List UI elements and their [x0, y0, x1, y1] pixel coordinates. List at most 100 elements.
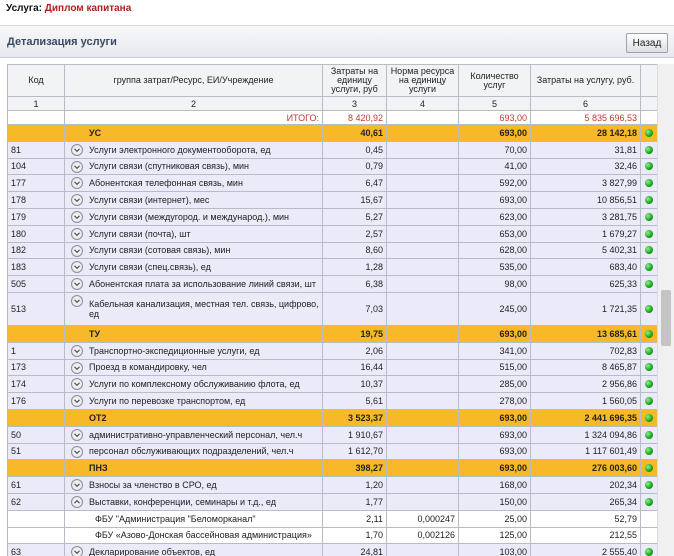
row-code [7, 408, 65, 427]
table-row[interactable]: 50 административно-управленческий персона… [7, 425, 658, 444]
table-row[interactable]: 173 Проезд в командировку, чел 16,44 515,00… [7, 358, 658, 377]
row-norm: 0,002126 [386, 526, 459, 545]
institution-row[interactable]: ФБУ "Администрация "Беломорканал" 2,11 0,0… [7, 509, 658, 528]
expand-chevron-icon[interactable] [71, 344, 83, 357]
expand-chevron-icon[interactable] [71, 210, 83, 223]
row-total-cost: 625,33 [530, 275, 641, 293]
row-total-cost: 1 721,35 [530, 291, 641, 326]
table-row[interactable]: 81 Услуги электронного документооборота, … [7, 140, 658, 159]
row-code: 81 [7, 140, 65, 159]
scrollbar-thumb[interactable] [661, 290, 671, 346]
institution-row[interactable]: ФБУ «Азово-Донская бассейновая администр… [7, 526, 658, 545]
expand-chevron-icon[interactable] [71, 361, 83, 374]
table-row[interactable]: 174 Услуги по комплексному обслуживанию ф… [7, 375, 658, 394]
expand-chevron-icon[interactable] [71, 160, 83, 173]
row-total-cost: 2 555,40 [530, 543, 641, 556]
row-unit-cost: 1 910,67 [322, 425, 387, 444]
expand-chevron-icon[interactable] [71, 395, 83, 408]
table-row[interactable]: 178 Услуги связи (интернет), мес 15,67 693,… [7, 191, 658, 209]
row-norm [386, 392, 459, 410]
row-status-cell [640, 543, 658, 556]
expand-chevron-icon[interactable] [71, 244, 83, 257]
vertical-scrollbar[interactable] [657, 64, 674, 556]
row-name: Услуги связи (почта), шт [89, 228, 191, 239]
row-qty: 70,00 [458, 140, 531, 159]
group-row[interactable]: УС 40,61 693,00 28 142,18 [7, 124, 658, 142]
table-row[interactable]: 179 Услуги связи (междугород. и междунаpо… [7, 207, 658, 226]
expand-chevron-icon[interactable] [71, 177, 83, 190]
col-header-norm[interactable]: Норма ресурса на единицу услуги [386, 64, 459, 97]
row-norm [386, 258, 459, 277]
row-status-cell [640, 358, 658, 377]
table-row[interactable]: 104 Услуги связи (спутниковая связь), мин… [7, 157, 658, 176]
status-ok-icon [645, 397, 653, 406]
collapse-chevron-icon[interactable] [71, 495, 83, 508]
expand-chevron-icon[interactable] [71, 479, 83, 492]
table-row[interactable]: 505 Абонентская плата за использование ли… [7, 275, 658, 293]
expand-chevron-icon[interactable] [71, 378, 83, 391]
col-number: 4 [386, 96, 459, 111]
expand-chevron-icon[interactable] [71, 428, 83, 441]
row-qty: 535,00 [458, 258, 531, 277]
table-row[interactable]: 62 Выставки, конференции, семинары и т.д.… [7, 492, 658, 511]
row-norm [386, 375, 459, 394]
row-code: 174 [7, 375, 65, 394]
row-institution-name: ФБУ «Азово-Донская бассейновая администр… [64, 526, 323, 545]
expand-chevron-icon[interactable] [71, 445, 83, 458]
row-group-name: УС [64, 124, 323, 142]
table-row[interactable]: 182 Услуги связи (сотовая связь), мин 8,60… [7, 241, 658, 260]
status-ok-icon [645, 162, 653, 171]
col-header-total-cost[interactable]: Затраты на услугу, руб. [530, 64, 641, 97]
expand-chevron-icon[interactable] [71, 546, 83, 556]
row-norm [386, 140, 459, 159]
row-code [7, 459, 65, 478]
row-qty: 515,00 [458, 358, 531, 377]
table-row[interactable]: 61 Взносы за членство в СРО, ед 1,20 168,00… [7, 476, 658, 494]
table-row[interactable]: 513 Кабельная канализация, местная тел. с… [7, 291, 658, 326]
column-numbers: 1 2 3 4 5 6 [7, 96, 658, 111]
col-number: 6 [530, 96, 641, 111]
col-header-qty[interactable]: Количество услуг [458, 64, 531, 97]
row-name: административно-управленческий персонал,… [89, 429, 303, 440]
row-qty: 693,00 [458, 324, 531, 343]
col-header-name[interactable]: группа затрат/Ресурс, ЕИ/Учреждение [64, 64, 323, 97]
row-unit-cost: 1,28 [322, 258, 387, 277]
row-name-cell: Абонентская плата за использование линий… [64, 275, 323, 293]
back-button[interactable]: Назад [626, 33, 668, 53]
expand-chevron-icon[interactable] [71, 294, 83, 307]
col-header-code[interactable]: Код [7, 64, 65, 97]
col-header-unit-cost[interactable]: Затраты на единицу услуги, руб [322, 64, 387, 97]
expand-chevron-icon[interactable] [71, 227, 83, 240]
row-code: 182 [7, 241, 65, 260]
row-total-cost: 265,34 [530, 492, 641, 511]
expand-chevron-icon[interactable] [71, 194, 83, 207]
status-ok-icon [645, 212, 653, 221]
row-status-cell [640, 459, 658, 478]
row-unit-cost: 0,79 [322, 157, 387, 176]
row-total-cost: 1 679,27 [530, 224, 641, 243]
expand-chevron-icon[interactable] [71, 278, 83, 291]
table-row[interactable]: 180 Услуги связи (почта), шт 2,57 653,00 1 6… [7, 224, 658, 243]
status-ok-icon [645, 263, 653, 272]
row-status-cell [640, 341, 658, 360]
row-total-cost: 52,79 [530, 509, 641, 528]
row-norm [386, 207, 459, 226]
row-code: 183 [7, 258, 65, 277]
table-row[interactable]: 183 Услуги связи (спец.связь), ед 1,28 535,… [7, 258, 658, 277]
table-row[interactable]: 51 персонал обслуживающих подразделений, … [7, 442, 658, 461]
group-row[interactable]: ОТ2 3 523,37 693,00 2 441 696,35 [7, 408, 658, 427]
group-row[interactable]: ПНЗ 398,27 693,00 276 003,60 [7, 459, 658, 478]
row-unit-cost: 3 523,37 [322, 408, 387, 427]
table-row[interactable]: 1 Транспортно-экспедиционные услуги, ед 2,… [7, 341, 658, 360]
row-code: 179 [7, 207, 65, 226]
table-row[interactable]: 177 Абонентская телефонная связь, мин 6,47… [7, 174, 658, 193]
expand-chevron-icon[interactable] [71, 261, 83, 274]
row-code: 51 [7, 442, 65, 461]
group-row[interactable]: ТУ 19,75 693,00 13 685,61 [7, 324, 658, 343]
row-name-cell: Услуги связи (спутниковая связь), мин [64, 157, 323, 176]
table-row[interactable]: 176 Услуги по перевозке транспортом, ед 5,… [7, 392, 658, 410]
row-norm [386, 459, 459, 478]
table-row[interactable]: 63 Декларирование объектов, ед 24,81 103,00… [7, 543, 658, 556]
expand-chevron-icon[interactable] [71, 143, 83, 156]
row-qty: 98,00 [458, 275, 531, 293]
